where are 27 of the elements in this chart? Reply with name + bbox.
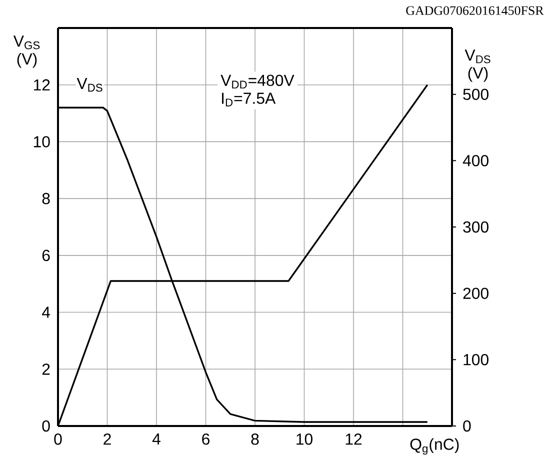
y2-tick-label: 500 bbox=[463, 88, 488, 100]
annotation: V$_{DD}$=480V bbox=[220, 74, 294, 88]
series-label: V$_{DS}$ bbox=[76, 78, 102, 92]
y-tick-label: 12 bbox=[34, 79, 50, 90]
y2-tick-label: 200 bbox=[463, 288, 488, 299]
y2-tick-label: 0 bbox=[463, 420, 471, 432]
y-tick-label: 10 bbox=[34, 136, 50, 148]
y-tick-label: 0 bbox=[42, 420, 50, 432]
y2-axis-title: V$_{DS}$ (V) bbox=[464, 50, 490, 82]
x-tick-label: 4 bbox=[152, 434, 160, 444]
x-tick-label: 0 bbox=[54, 434, 62, 445]
y-axis-title: V$_{GS}$ (V) bbox=[13, 36, 40, 68]
x-tick-label: 8 bbox=[251, 434, 259, 445]
y-tick-label: 8 bbox=[42, 192, 50, 204]
y-tick-label: 6 bbox=[42, 250, 50, 262]
y2-tick-label: 400 bbox=[462, 155, 488, 166]
y-tick-label: 2 bbox=[42, 364, 50, 375]
x-tick-label: 12 bbox=[346, 434, 362, 445]
y-tick-label: 4 bbox=[42, 306, 50, 318]
x-tick-label: 10 bbox=[296, 434, 312, 445]
x-axis-title: Q$_{g}$(nC) bbox=[410, 438, 459, 455]
y2-tick-label: 300 bbox=[463, 221, 488, 233]
annotation: I$_{D}$=7.5A bbox=[222, 92, 276, 106]
text: GADG070620161450FSR bbox=[406, 6, 544, 15]
x-tick-label: 2 bbox=[104, 434, 111, 445]
y2-tick-label: 100 bbox=[464, 354, 488, 366]
x-tick-label: 6 bbox=[202, 434, 210, 445]
